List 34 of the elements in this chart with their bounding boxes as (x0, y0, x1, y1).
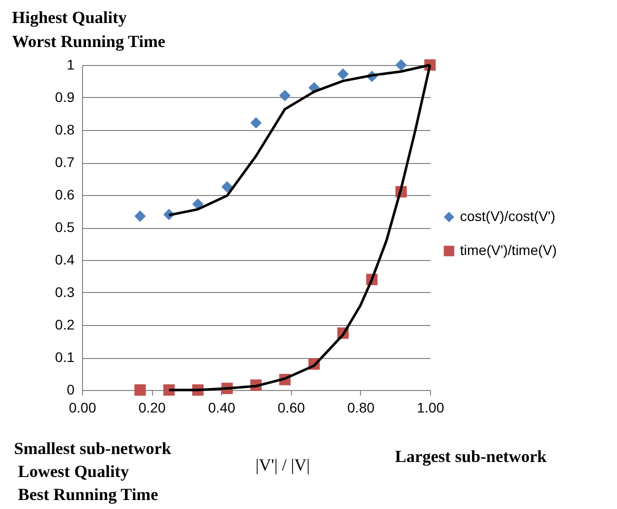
x-tick-label: 0.20 (138, 400, 166, 416)
text: Best Running Time (18, 485, 159, 504)
point (279, 90, 291, 102)
y-tick-label: 0.3 (55, 284, 75, 300)
text: Largest sub-network (395, 447, 548, 466)
x-tick-label: 0.60 (278, 400, 306, 416)
point (395, 59, 407, 71)
x-tick-label: 0.00 (68, 400, 96, 416)
x-axis-title: |V'| / |V| (256, 456, 310, 474)
legend-label: time(V')/time(V) (460, 242, 557, 258)
y-tick-label: 0.8 (55, 122, 75, 138)
x-tick-label: 0.80 (347, 400, 375, 416)
x-tick-label: 0.40 (208, 400, 236, 416)
y-tick-label: 0.5 (55, 219, 75, 235)
point (337, 68, 349, 80)
point (134, 384, 146, 396)
point (250, 117, 262, 129)
y-tick-label: 1 (66, 56, 75, 72)
text: Lowest Quality (18, 462, 130, 481)
text: Highest Quality (12, 8, 128, 27)
y-tick-label: 0.1 (55, 349, 75, 365)
y-tick-label: 0.9 (55, 89, 75, 105)
y-tick-label: 0.6 (55, 186, 75, 202)
text: Smallest sub-network (14, 439, 172, 458)
y-tick-label: 0.4 (55, 252, 75, 268)
legend-label: cost(V)/cost(V') (460, 208, 556, 224)
point (134, 210, 146, 222)
x-tick-label: 1.00 (416, 400, 444, 416)
y-tick-label: 0 (66, 382, 75, 398)
y-tick-label: 0.2 (55, 316, 75, 332)
point (192, 198, 204, 210)
y-tick-label: 0.7 (55, 154, 75, 170)
point (221, 181, 233, 193)
text: Worst Running Time (12, 32, 166, 51)
